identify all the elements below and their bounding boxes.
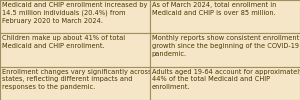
- Text: Medicaid and CHIP enrollment increased by
14.5 million individuals (20.4%) from
: Medicaid and CHIP enrollment increased b…: [2, 2, 147, 24]
- Text: Children make up about 41% of total
Medicaid and CHIP enrollment.: Children make up about 41% of total Medi…: [2, 35, 125, 49]
- Text: Enrollment changes vary significantly across
states, reflecting different impact: Enrollment changes vary significantly ac…: [2, 69, 151, 90]
- Text: Adults aged 19-64 account for approximately
44% of the total Medicaid and CHIP
e: Adults aged 19-64 account for approximat…: [152, 69, 300, 90]
- Text: Monthly reports show consistent enrollment
growth since the beginning of the COV: Monthly reports show consistent enrollme…: [152, 35, 299, 57]
- Text: As of March 2024, total enrollment in
Medicaid and CHIP is over 85 million.: As of March 2024, total enrollment in Me…: [152, 2, 276, 16]
